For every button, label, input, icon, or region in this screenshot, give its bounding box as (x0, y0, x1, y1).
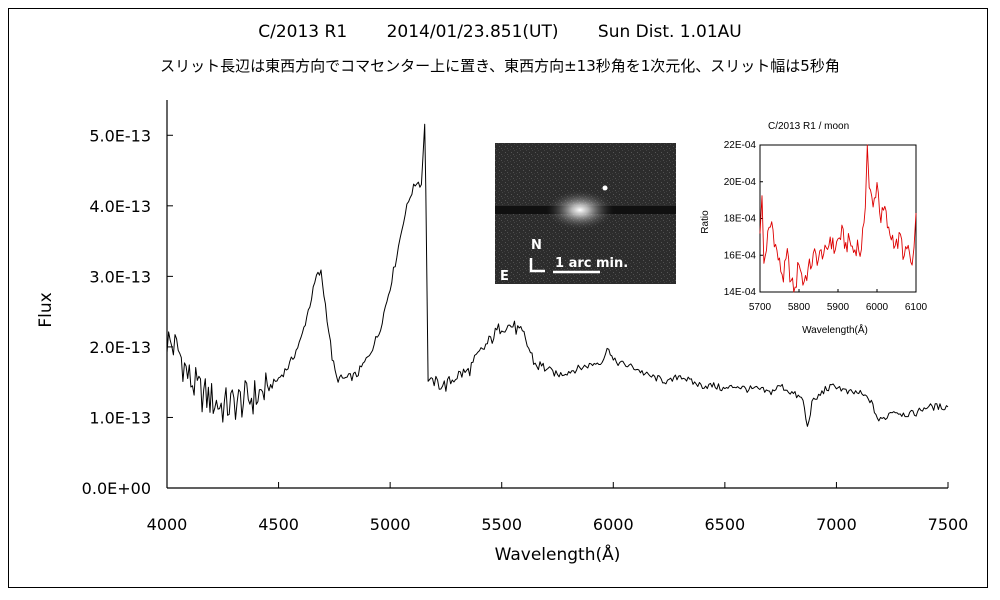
main-y-tick-label: 2.0E-13 (89, 338, 151, 357)
compass-arrows (529, 258, 545, 273)
inset-ratio-chart: C/2013 R1 / moon Ratio Wavelength(Å) 14E… (700, 121, 928, 336)
main-x-tick-label: 7000 (816, 515, 857, 534)
star-point (602, 185, 608, 191)
main-y-tick-label: 0.0E+00 (82, 479, 151, 498)
inset-y-axis-label: Ratio (700, 210, 711, 234)
east-label: E (500, 269, 509, 284)
main-x-tick-label: 5000 (370, 515, 411, 534)
inset-x-tick-label: 6000 (866, 302, 889, 313)
main-x-tick-label: 6000 (593, 515, 634, 534)
inset-y-tick-label: 16E-04 (724, 250, 757, 261)
inset-x-tick-label: 5900 (827, 302, 850, 313)
scale-label: 1 arc min. (555, 256, 628, 271)
inset-x-tick-label: 5800 (788, 302, 811, 313)
inset-x-axis-label: Wavelength(Å) (802, 323, 868, 336)
inset-y-tick-label: 14E-04 (724, 287, 757, 298)
chart-subtitle: スリット長辺は東西方向でコマセンター上に置き、東西方向±13秒角を1次元化、スリ… (160, 57, 840, 75)
north-label: N (531, 238, 542, 253)
inset-y-tick-label: 20E-04 (724, 177, 757, 188)
main-series-line (166, 123, 949, 427)
coma-glow (546, 190, 614, 230)
inset-x-tick-label: 6100 (905, 302, 928, 313)
main-y-tick-label: 5.0E-13 (89, 126, 151, 145)
main-y-tick-label: 4.0E-13 (89, 197, 151, 216)
main-y-tick-label: 1.0E-13 (89, 408, 151, 427)
main-x-tick-label: 4000 (147, 515, 188, 534)
inset-plot-frame (759, 144, 917, 293)
inset-x-tick-label: 5700 (749, 302, 772, 313)
inset-chart-title: C/2013 R1 / moon (768, 121, 849, 132)
chart-title: C/2013 R1 2014/01/23.851(UT) Sun Dist. 1… (0, 22, 1000, 42)
observation-date: 2014/01/23.851(UT) (386, 22, 559, 42)
main-x-tick-label: 6500 (704, 515, 745, 534)
object-name: C/2013 R1 (258, 22, 348, 42)
main-x-tick-label: 7500 (928, 515, 969, 534)
inset-y-tick-label: 22E-04 (724, 140, 757, 151)
main-x-tick-label: 4500 (258, 515, 299, 534)
inset-series-line (759, 144, 917, 293)
inset-y-tick-label: 18E-04 (724, 214, 757, 225)
main-y-tick-label: 3.0E-13 (89, 267, 151, 286)
x-axis-label: Wavelength(Å) (494, 545, 621, 565)
main-x-tick-label: 5500 (481, 515, 522, 534)
figure-frame (8, 8, 988, 588)
sun-distance: Sun Dist. 1.01AU (597, 22, 742, 42)
comet-image: N E 1 arc min. (495, 143, 676, 284)
